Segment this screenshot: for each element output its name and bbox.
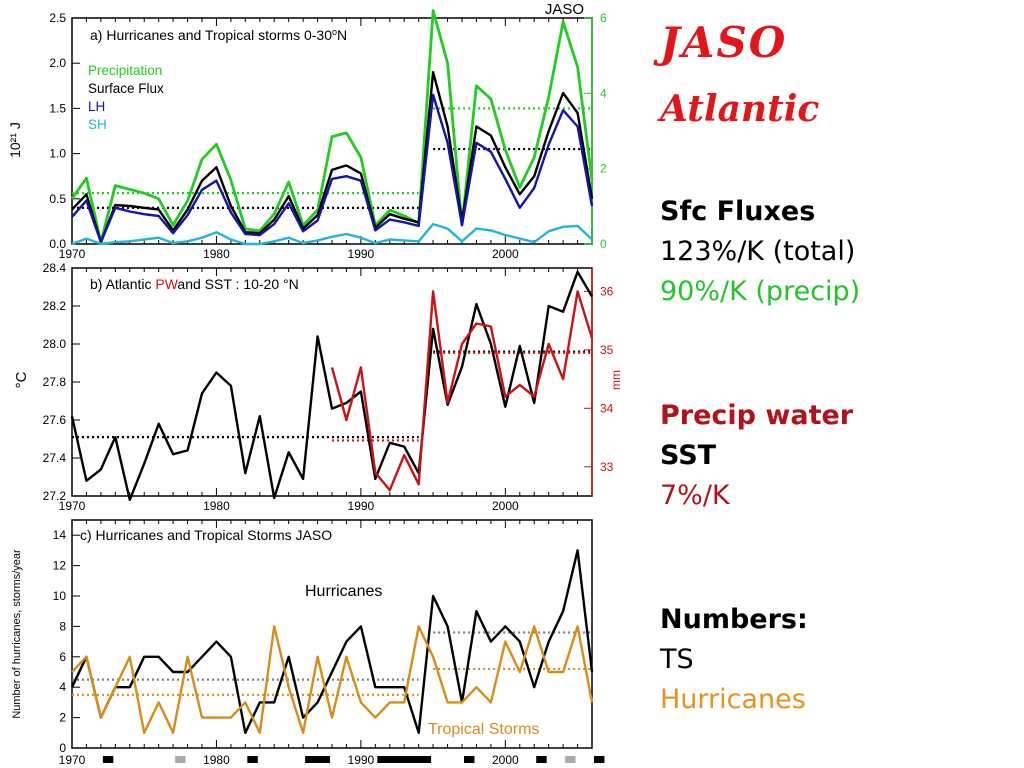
legend-surface-flux: Surface Flux <box>88 81 164 96</box>
x-tick-label: 1980 <box>203 499 230 513</box>
fluxes-precip: 90%/K (precip) <box>660 276 861 307</box>
panel-a-frame <box>71 17 593 245</box>
pw-heading: Precip water <box>660 400 854 431</box>
enso-bar <box>305 756 330 763</box>
panel-b-y2label: mm <box>609 370 623 390</box>
y-tick-label: 14 <box>53 528 67 542</box>
enso-bar <box>377 756 432 763</box>
y-tick-label: 27.2 <box>43 489 67 503</box>
y-tick-label: 0.5 <box>49 192 66 206</box>
y-tick-label: 27.6 <box>43 413 67 427</box>
enso-bar <box>247 756 258 763</box>
y-tick-label: 0 <box>59 741 66 755</box>
fluxes-heading: Sfc Fluxes <box>660 196 816 227</box>
pw-rate: 7%/K <box>660 480 730 511</box>
y-tick-label: 2 <box>59 711 66 725</box>
series-line-surface-flux <box>71 70 594 244</box>
panel-a-ticks: 1970 1980 1990 2000 0.0 0.5 1.0 1.5 2.0 2.5 0 2 4 6 <box>49 11 607 261</box>
annotation-tropical-storms: Tropical Storms <box>428 721 539 738</box>
y-tick-label: 27.4 <box>43 451 67 465</box>
y-tick-label: 10 <box>53 589 67 603</box>
y-tick-label: 1.5 <box>49 101 66 115</box>
y-tick-label: 28.0 <box>43 337 67 351</box>
y2-tick-label: 0 <box>600 237 607 251</box>
series-line-precipitation <box>70 9 594 244</box>
panel-c-title: c) Hurricanes and Tropical Storms JASO <box>80 527 332 543</box>
numbers-ts: TS <box>660 644 694 675</box>
panel-a: JASO a) Hurricanes and Tropical storms 0… <box>7 1 607 261</box>
series-line-hurricanes <box>70 549 594 734</box>
y-tick-label: 0.0 <box>49 237 66 251</box>
panel-a-corner-label: JASO <box>545 1 584 18</box>
panel-a-marks <box>70 9 594 246</box>
x-tick-label: 2000 <box>492 753 519 767</box>
annotation-hurricanes: Hurricanes <box>305 583 382 600</box>
y2-tick-label: 2 <box>600 162 607 176</box>
x-tick-label: 1980 <box>203 247 230 261</box>
panel-c-marks <box>70 549 594 734</box>
y-tick-label: 28.2 <box>43 299 67 313</box>
x-tick-label: 1970 <box>59 247 86 261</box>
sidebar-subtitle: Atlantic <box>660 88 820 130</box>
panel-b: b) Atlantic PWand SST : 10-20 °N °C mm 1… <box>13 261 623 513</box>
legend-sh: SH <box>88 117 107 132</box>
x-tick-label: 2000 <box>492 247 519 261</box>
x-tick-label: 1970 <box>59 499 86 513</box>
series-line-sst <box>70 270 594 501</box>
x-tick-label: 1990 <box>348 499 375 513</box>
x-tick-label: 2000 <box>492 499 519 513</box>
y-tick-label: 12 <box>53 559 67 573</box>
y2-tick-label: 34 <box>600 401 614 415</box>
enso-bars <box>102 756 605 763</box>
panel-b-title: b) Atlantic PWand SST : 10-20 °N <box>90 276 299 292</box>
numbers-hurricanes: Hurricanes <box>660 684 806 715</box>
enso-bar <box>175 756 186 763</box>
series-line-tropical-storms <box>71 625 594 734</box>
enso-bar <box>565 756 576 763</box>
panel-b-ylabel: °C <box>13 371 30 388</box>
x-tick-label: 1990 <box>348 753 375 767</box>
panel-a-title: a) Hurricanes and Tropical storms 0-30oN <box>90 27 347 43</box>
y-tick-label: 27.8 <box>43 375 67 389</box>
x-tick-label: 1990 <box>348 247 375 261</box>
panel-a-ylabel: 10²¹ J <box>7 122 23 158</box>
fluxes-total: 123%/K (total) <box>660 236 856 267</box>
series-line-sh <box>71 222 593 246</box>
y2-tick-label: 6 <box>600 11 607 25</box>
legend-precipitation: Precipitation <box>88 63 162 78</box>
y2-tick-label: 36 <box>600 284 614 298</box>
y2-tick-label: 35 <box>600 343 614 357</box>
x-tick-label: 1970 <box>59 753 86 767</box>
series-line-lh <box>71 93 594 244</box>
y-tick-label: 2.5 <box>49 11 66 25</box>
sidebar-title: JASO <box>660 18 788 67</box>
y2-tick-label: 4 <box>600 86 607 100</box>
panel-c-ticks: 1970 1980 1990 2000 0 2 4 6 8 10 12 14 <box>53 520 593 767</box>
y-tick-label: 8 <box>59 619 66 633</box>
legend-lh: LH <box>88 99 105 114</box>
enso-bar <box>464 756 475 763</box>
numbers-heading: Numbers: <box>660 604 808 635</box>
y-tick-label: 6 <box>59 650 66 664</box>
y-tick-label: 4 <box>59 680 66 694</box>
y-tick-label: 2.0 <box>49 56 66 70</box>
y-tick-label: 1.0 <box>49 147 66 161</box>
x-tick-label: 1980 <box>203 753 230 767</box>
panel-c: c) Hurricanes and Tropical Storms JASO N… <box>11 519 605 767</box>
panel-a-legend: Precipitation Surface Flux LH SH <box>88 63 164 132</box>
panel-b-frame <box>71 267 593 497</box>
enso-bar <box>102 756 114 763</box>
panel-b-ticks: 1970 1980 1990 2000 27.2 27.4 27.6 27.8 28.0 28.2… <box>43 261 614 513</box>
y-tick-label: 28.4 <box>43 261 67 275</box>
panel-c-ylabel: Number of hurricanes, storms/year <box>11 549 23 719</box>
sst-heading: SST <box>660 440 717 471</box>
series-line-pw <box>330 290 594 492</box>
panel-b-marks <box>70 270 594 501</box>
enso-bar <box>594 756 605 763</box>
enso-bar <box>536 756 547 763</box>
y2-tick-label: 33 <box>600 460 614 474</box>
